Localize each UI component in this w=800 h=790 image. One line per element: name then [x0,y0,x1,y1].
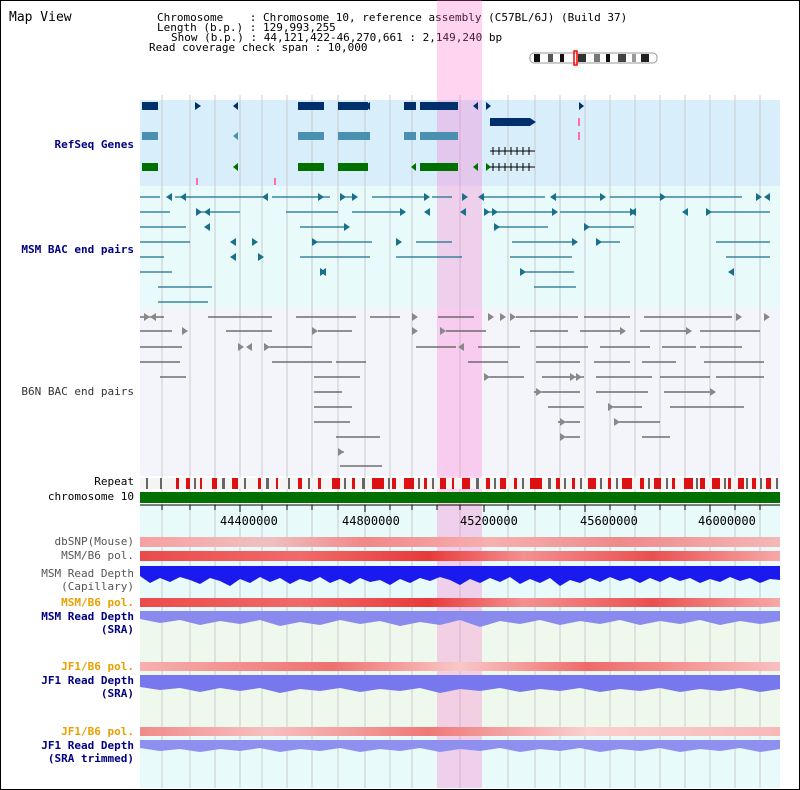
refseq-genes-mid [142,118,580,140]
jf1-read-depth-sra [140,675,780,693]
vertical-gridlines [161,95,761,788]
chromosome-bar [140,492,780,503]
axis-tick-label-2: 44800000 [342,514,400,528]
jf1-b6-pol-label-1: JF1/B6 pol. [61,660,134,673]
axis-tick-label-1: 44400000 [220,514,278,528]
msm-read-depth-sra [140,611,780,627]
axis-ticks [140,504,780,512]
msm-bac-ends [166,193,770,276]
msm-read-depth-capillary [140,566,780,586]
b6n-bac-ends [144,313,770,456]
axis-tick-label-3: 45200000 [460,514,518,528]
jf1-read-depth-label-2: JF1 Read Depth [41,739,134,752]
dbsnp-track [140,537,780,547]
selection-highlight [437,0,482,788]
msm-bac-label[interactable]: MSM BAC end pairs [21,243,134,256]
refseq-genes-dark [142,102,584,126]
length-info: Length (b.p.) : 129,993,255 [157,21,336,34]
chromosome-ideogram [529,50,658,66]
ideogram-position-marker [573,50,578,66]
jf1-read-depth-sra-trimmed [140,740,780,752]
refseq-small-gene-ticks [490,147,535,171]
chromosome-info: Chromosome : Chromosome 10, reference as… [157,11,628,24]
msm-read-depth-cap-sub-label: (Capillary) [61,580,134,593]
msm-b6-pol-sra-label: MSM/B6 pol. [61,596,134,609]
jf1-read-depth-label-1: JF1 Read Depth [41,674,134,687]
msm-read-depth-sra-label: MSM Read Depth [41,610,134,623]
axis-tick-label-4: 45600000 [580,514,638,528]
coverage-span-info: Read coverage check span : 10,000 [149,41,368,54]
msm-b6-pol-track [140,551,780,561]
msm-b6-pol-sra-track [140,598,780,607]
jf1-b6-pol-track-1 [140,662,780,671]
jf1-b6-pol-track-2 [140,727,780,736]
msm-read-depth-sra-sub-label: (SRA) [100,623,134,636]
show-range-info: Show (b.p.) : 44,121,422-46,270,661 : 2,… [171,31,503,44]
jf1-b6-pol-label-2: JF1/B6 pol. [61,725,134,738]
msm-read-depth-cap-label: MSM Read Depth [41,567,134,580]
repeat-track [140,478,780,489]
axis-tick-label-5: 46000000 [698,514,756,528]
repeat-label: Repeat [94,475,134,488]
dbsnp-label: dbSNP(Mouse) [54,535,134,548]
msm-b6-pol-label: MSM/B6 pol. [61,549,134,562]
map-view-title: Map View [9,10,72,25]
chromosome-label: chromosome 10 [47,490,134,503]
jf1-read-depth-trimmed-label: (SRA trimmed) [47,752,134,765]
refseq-genes-green [142,163,491,185]
jf1-read-depth-sra-label: (SRA) [100,687,134,700]
refseq-genes-label[interactable]: RefSeq Genes [54,138,134,151]
b6n-bac-label[interactable]: B6N BAC end pairs [21,385,134,398]
